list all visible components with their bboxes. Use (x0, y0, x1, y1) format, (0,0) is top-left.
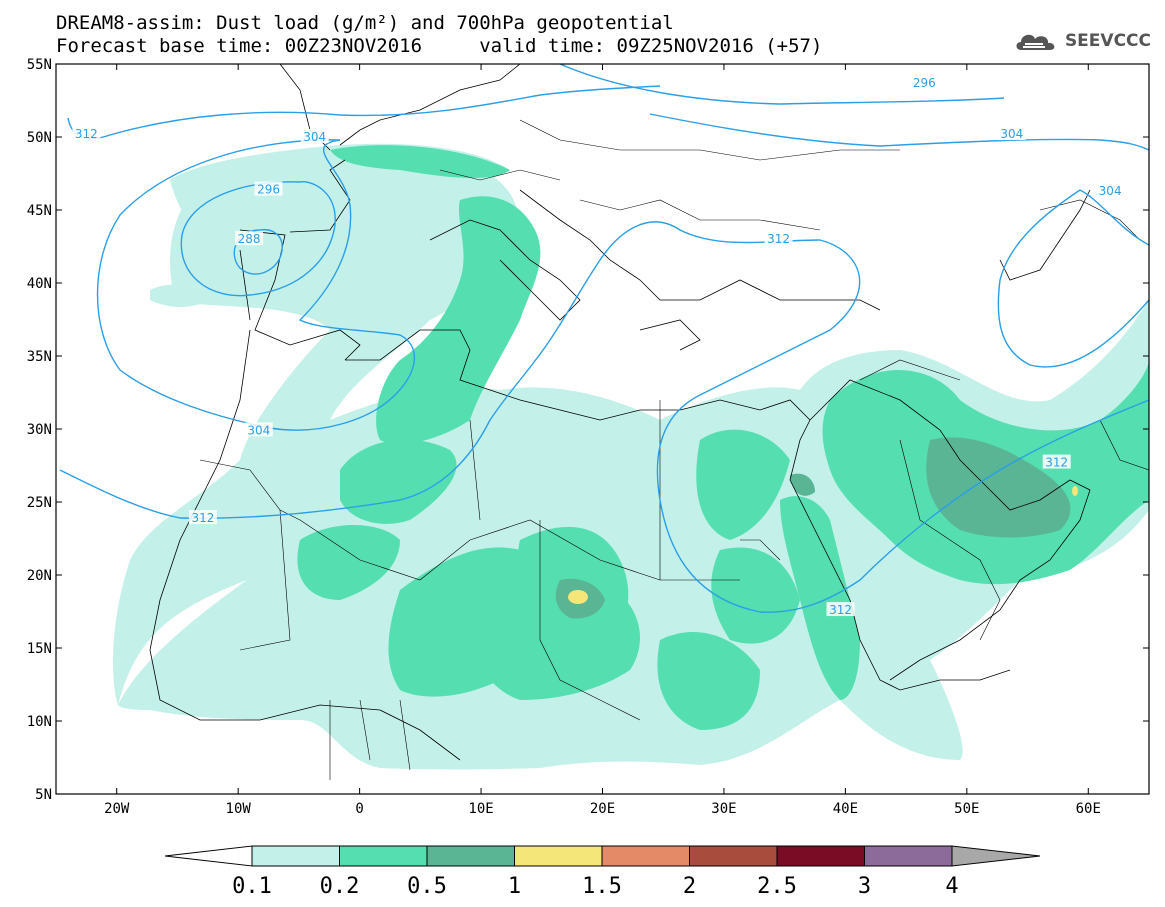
lon-tick-label: 30E (711, 801, 736, 817)
lat-tick-label: 40N (27, 276, 52, 292)
map-plot-area: 312 304 296 288 296 304 304 312 304 312 312 312 (59, 64, 1149, 780)
colorbar-label: 1 (508, 874, 521, 899)
contour-label-bg (254, 181, 283, 196)
contour-label-bg (188, 510, 217, 525)
longitude-axis: 20W 10W 0 10E 20E 30E 40E 50E 60E (104, 64, 1101, 817)
lon-tick-label: 0 (355, 801, 363, 817)
contour-label-bg (764, 231, 793, 246)
colorbar-swatch (426, 845, 515, 867)
colorbar-swatch (689, 845, 778, 867)
colorbar-swatch (339, 845, 428, 867)
contour-label: 296 (257, 183, 280, 197)
colorbar: 0.1 0.2 0.5 1 1.5 2 2.5 3 4 (164, 845, 1041, 899)
cloud-logo-icon (1016, 34, 1055, 50)
colorbar-label: 2.5 (757, 874, 797, 899)
lat-tick-label: 20N (27, 568, 52, 584)
contour-labels: 312 304 296 288 296 304 304 312 304 312 312 312 (72, 74, 1125, 617)
contour-label-bg (826, 602, 855, 617)
lat-tick-label: 55N (27, 57, 52, 73)
contour-label-bg (300, 129, 329, 143)
colorbar-label: 0.1 (232, 874, 272, 899)
colorbar-swatch (864, 845, 953, 867)
contour-label-bg (72, 126, 101, 141)
contour-label-bg (235, 231, 264, 246)
country-borders (199, 119, 1149, 780)
contour-label: 312 (767, 232, 790, 246)
map-subtitle: Forecast base time: 00Z23NOV2016 valid t… (56, 35, 823, 57)
contour-label-bg (244, 422, 273, 437)
lon-tick-label: 50E (954, 801, 979, 817)
seevccc-logo: SEEVCCC (1013, 28, 1151, 54)
contour-label: 288 (238, 232, 261, 246)
lat-tick-label: 5N (35, 787, 52, 803)
contour-label: 304 (1000, 127, 1023, 141)
colorbar-label: 3 (858, 874, 871, 899)
lon-tick-label: 20W (104, 801, 130, 817)
contour-label: 304 (1099, 184, 1122, 198)
contour-label: 312 (75, 127, 98, 141)
lon-tick-label: 20E (590, 801, 615, 817)
contour-label: 312 (829, 603, 852, 617)
geopotential-contours (59, 64, 1149, 613)
logo-text: SEEVCCC (1064, 31, 1151, 51)
contour-label-bg (997, 126, 1026, 141)
colorbar-left-arrow (164, 845, 253, 867)
latitude-axis: 55N 50N 45N 40N 35N 30N 25N 20N 15N 10N 5N (27, 57, 1149, 803)
lat-tick-label: 35N (27, 349, 52, 365)
lat-tick-label: 50N (27, 130, 52, 146)
contour-label: 312 (1045, 456, 1068, 470)
dust-level-1 (568, 486, 1078, 604)
lat-tick-label: 15N (27, 641, 52, 657)
colorbar-label: 0.2 (320, 874, 360, 899)
contour-label-bg (1096, 183, 1125, 198)
contour-label: 296 (913, 76, 936, 90)
colorbar-label: 1.5 (582, 874, 622, 899)
lat-tick-label: 30N (27, 422, 52, 438)
lon-tick-label: 10W (226, 801, 252, 817)
map-title: DREAM8-assim: Dust load (g/m²) and 700hP… (56, 12, 674, 34)
lon-tick-label: 60E (1076, 801, 1101, 817)
contour-label-bg (1042, 454, 1071, 469)
lat-tick-label: 10N (27, 714, 52, 730)
lon-tick-label: 40E (833, 801, 858, 817)
colorbar-swatch (776, 845, 865, 867)
lon-tick-label: 10E (468, 801, 493, 817)
colorbar-swatch (601, 845, 690, 867)
colorbar-swatch (514, 845, 603, 867)
colorbar-right-arrow (951, 845, 1041, 867)
contour-label-bg (910, 74, 939, 89)
contour-label: 304 (303, 130, 326, 144)
contour-label: 304 (247, 423, 270, 437)
colorbar-label: 2 (683, 874, 696, 899)
colorbar-label: 0.5 (407, 874, 447, 899)
colorbar-label: 4 (945, 874, 958, 899)
colorbar-swatch (251, 845, 340, 867)
lat-tick-label: 25N (27, 495, 52, 511)
contour-label: 312 (191, 511, 214, 525)
lat-tick-label: 45N (27, 203, 52, 219)
